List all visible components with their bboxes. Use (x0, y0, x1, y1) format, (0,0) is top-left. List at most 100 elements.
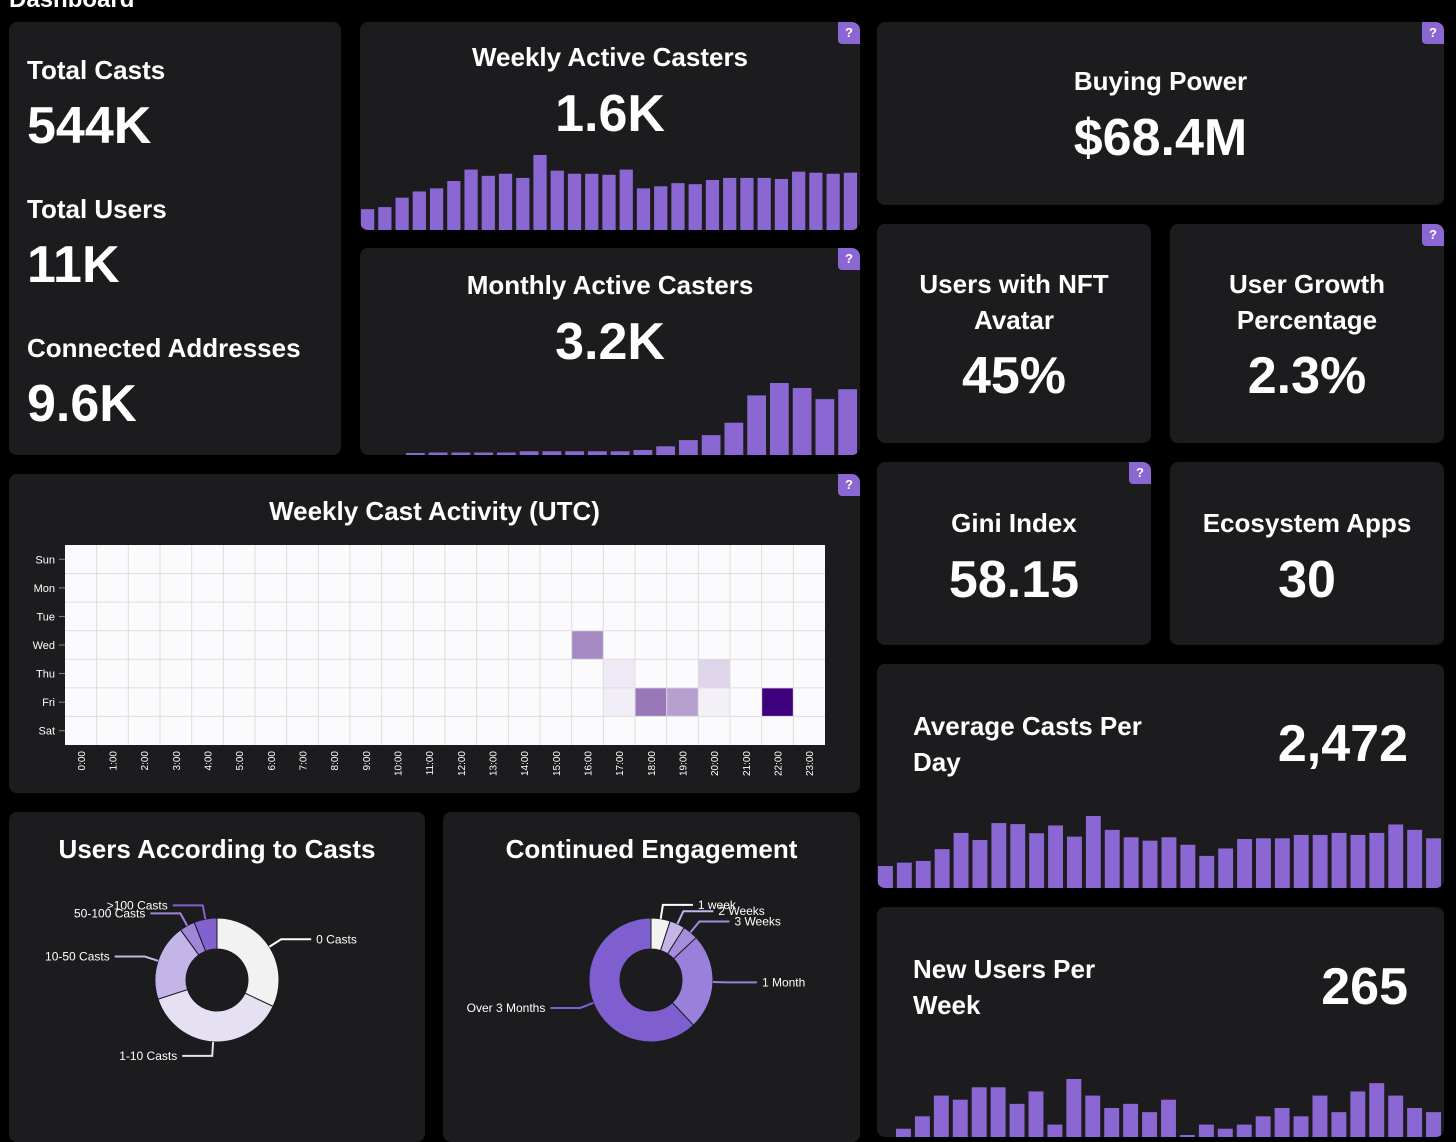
buying-power-value: $68.4M (877, 108, 1444, 168)
bar (991, 823, 1006, 888)
bar (770, 383, 789, 455)
column-label: 0:00 (77, 751, 88, 771)
monthly-active-card: ? Monthly Active Casters 3.2K (360, 248, 860, 455)
ecosystem-card: Ecosystem Apps 30 (1170, 462, 1444, 645)
bar (656, 446, 675, 455)
bar (395, 198, 408, 230)
column-label: 6:00 (267, 751, 278, 771)
slice-label: 3 Weeks (734, 914, 780, 928)
bar (637, 188, 650, 230)
bar (447, 181, 460, 230)
bar (474, 453, 493, 455)
bar (1237, 839, 1252, 888)
row-label: Wed (33, 640, 55, 652)
bar (1029, 833, 1044, 888)
bar (1180, 1135, 1195, 1137)
new-users-bar-chart (877, 1057, 1444, 1137)
bar (634, 450, 653, 455)
bar (1047, 1125, 1062, 1137)
user-growth-card: ? User Growth Percentage 2.3% (1170, 224, 1444, 443)
bar (520, 451, 539, 455)
bar (671, 183, 684, 230)
heatmap-cell (667, 688, 699, 717)
row-label: Thu (36, 669, 55, 681)
column-label: 4:00 (204, 751, 215, 771)
heatmap-cell (603, 659, 635, 688)
bar (679, 440, 698, 455)
avg-casts-card: Average Casts Per Day 2,472 (877, 664, 1444, 888)
buying-power-card: ? Buying Power $68.4M (877, 22, 1444, 205)
bar (1085, 1096, 1100, 1137)
column-label: 20:00 (710, 751, 721, 776)
bar (1369, 833, 1384, 888)
help-button[interactable]: ? (1422, 224, 1444, 246)
user-growth-value: 2.3% (1170, 346, 1444, 406)
help-button[interactable]: ? (1129, 462, 1151, 484)
totals-card: Total Casts 544K Total Users 11K Connect… (9, 22, 341, 455)
bar (793, 388, 812, 455)
weekly-active-bar-chart (360, 150, 860, 230)
connected-addresses-value: 9.6K (27, 374, 137, 434)
bar (706, 180, 719, 230)
bar (1218, 1129, 1233, 1137)
bar (378, 207, 391, 230)
heatmap-cell (603, 688, 635, 717)
leader-line (115, 957, 158, 961)
bar (654, 186, 667, 230)
bar (1407, 1108, 1422, 1137)
bar (1369, 1083, 1384, 1137)
column-label: 16:00 (584, 751, 595, 776)
user-growth-label: User Growth Percentage (1170, 266, 1444, 338)
bar (588, 451, 607, 455)
avg-casts-bar-chart (877, 808, 1444, 888)
bar (1029, 1091, 1044, 1137)
row-label: Fri (42, 697, 55, 709)
bar (897, 863, 912, 888)
help-button[interactable]: ? (838, 248, 860, 270)
bar (740, 178, 753, 230)
bar (1426, 1112, 1441, 1137)
bar (1048, 825, 1063, 888)
bar (1180, 845, 1195, 888)
avg-casts-value: 2,472 (1278, 714, 1408, 774)
bar (1275, 1108, 1290, 1137)
donut-slice (217, 918, 279, 1006)
slice-label: Over 3 Months (467, 1001, 546, 1015)
gini-card: ? Gini Index 58.15 (877, 462, 1151, 645)
bar (611, 451, 630, 455)
bar (844, 173, 857, 230)
bar (1104, 1108, 1119, 1137)
bar (1351, 835, 1366, 888)
bar (464, 170, 477, 230)
bar (827, 174, 840, 230)
heatmap-cell (635, 688, 667, 717)
row-label: Sun (35, 554, 55, 566)
row-label: Tue (36, 611, 55, 623)
bar (689, 184, 702, 230)
bar (1199, 856, 1214, 888)
bar (972, 1087, 987, 1137)
bar (1332, 833, 1347, 888)
column-label: 12:00 (457, 751, 468, 776)
slice-label: 1 Month (762, 975, 805, 989)
bar (1256, 1116, 1271, 1137)
bar (1331, 1112, 1346, 1137)
help-button[interactable]: ? (1422, 22, 1444, 44)
bar (838, 389, 857, 455)
leader-line (550, 1003, 593, 1008)
ecosystem-label: Ecosystem Apps (1170, 508, 1444, 539)
slice-label: 10-50 Casts (45, 950, 110, 964)
bar (1350, 1091, 1365, 1137)
bar (551, 171, 564, 230)
bar (991, 1087, 1006, 1137)
bar (747, 395, 766, 455)
bar (497, 453, 516, 455)
column-label: 18:00 (647, 751, 658, 776)
nft-avatar-card: Users with NFT Avatar 45% (877, 224, 1151, 443)
bar (1294, 1116, 1309, 1137)
help-button[interactable]: ? (838, 22, 860, 44)
column-label: 22:00 (774, 751, 785, 776)
